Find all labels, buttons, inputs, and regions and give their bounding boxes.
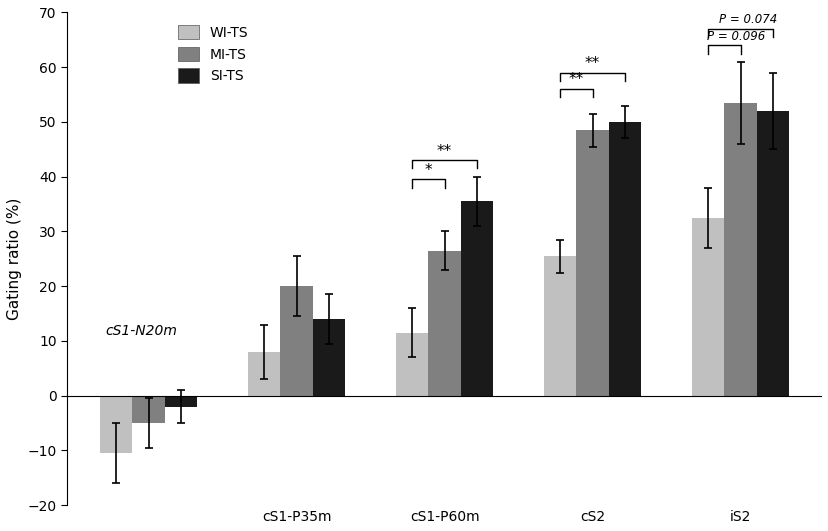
Text: P = 0.096: P = 0.096 <box>706 30 764 42</box>
Bar <box>280 286 312 396</box>
Bar <box>99 396 132 453</box>
Bar <box>312 319 345 396</box>
Bar <box>460 201 493 396</box>
Bar <box>395 333 428 396</box>
Bar <box>691 218 724 396</box>
Bar <box>543 256 575 396</box>
Text: **: ** <box>585 56 599 71</box>
Bar <box>609 122 641 396</box>
Bar <box>724 103 756 396</box>
Bar <box>132 396 165 423</box>
Text: cS1-N20m: cS1-N20m <box>105 324 177 338</box>
Bar <box>428 251 460 396</box>
Legend: WI-TS, MI-TS, SI-TS: WI-TS, MI-TS, SI-TS <box>172 20 253 89</box>
Bar <box>756 111 788 396</box>
Bar <box>575 130 609 396</box>
Bar <box>248 352 280 396</box>
Y-axis label: Gating ratio (%): Gating ratio (%) <box>7 198 22 320</box>
Bar <box>165 396 197 407</box>
Text: P = 0.074: P = 0.074 <box>718 13 776 26</box>
Text: **: ** <box>436 143 452 159</box>
Text: *: * <box>424 163 431 178</box>
Text: **: ** <box>568 72 583 88</box>
